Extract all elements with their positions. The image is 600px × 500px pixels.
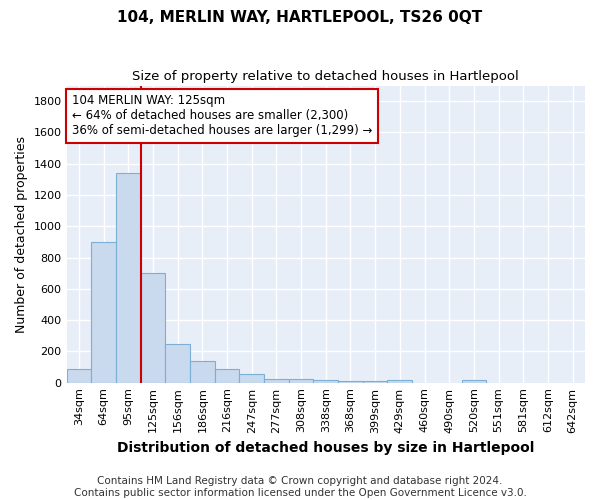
Bar [264,379,289,382]
Y-axis label: Number of detached properties: Number of detached properties [15,136,28,332]
Bar [215,370,239,382]
Bar [388,380,412,382]
Bar [140,273,165,382]
Bar [289,379,313,382]
Bar [165,344,190,383]
Bar [338,381,363,382]
X-axis label: Distribution of detached houses by size in Hartlepool: Distribution of detached houses by size … [117,441,535,455]
Bar [313,380,338,382]
Bar [116,173,140,382]
Bar [91,242,116,382]
Title: Size of property relative to detached houses in Hartlepool: Size of property relative to detached ho… [133,70,519,83]
Text: Contains HM Land Registry data © Crown copyright and database right 2024.
Contai: Contains HM Land Registry data © Crown c… [74,476,526,498]
Bar [190,361,215,382]
Bar [363,381,388,382]
Bar [239,374,264,382]
Bar [461,380,486,382]
Text: 104, MERLIN WAY, HARTLEPOOL, TS26 0QT: 104, MERLIN WAY, HARTLEPOOL, TS26 0QT [118,10,482,25]
Bar [67,368,91,382]
Text: 104 MERLIN WAY: 125sqm
← 64% of detached houses are smaller (2,300)
36% of semi-: 104 MERLIN WAY: 125sqm ← 64% of detached… [72,94,372,138]
